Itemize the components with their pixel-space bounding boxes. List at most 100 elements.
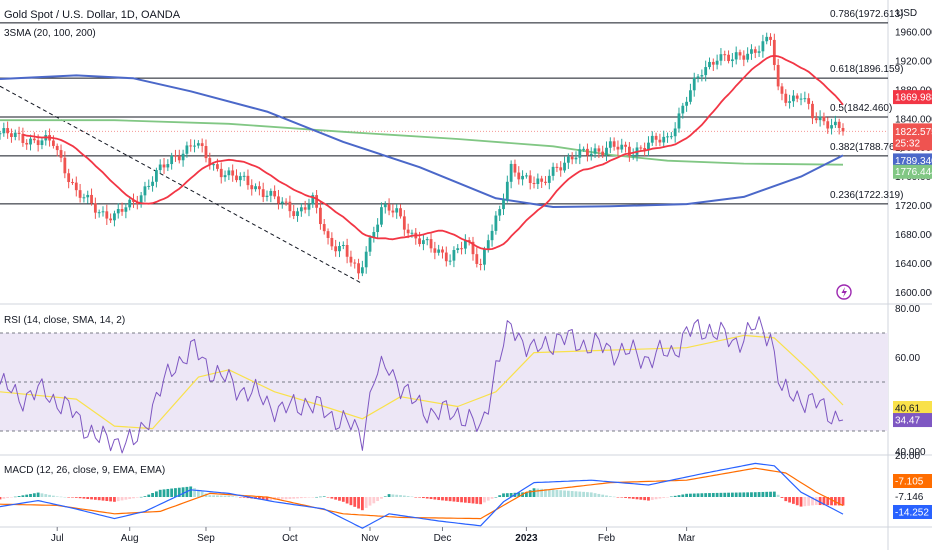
- trendline[interactable]: [0, 85, 363, 285]
- candle: [605, 147, 608, 156]
- macd-histogram-bar: [360, 497, 364, 511]
- macd-histogram-bar: [334, 497, 338, 500]
- macd-histogram-bar: [357, 497, 360, 509]
- macd-histogram-bar: [460, 497, 463, 503]
- candle: [86, 194, 90, 198]
- candle: [757, 51, 761, 53]
- candle: [437, 249, 441, 253]
- macd-histogram-bar: [193, 488, 196, 497]
- macd-histogram-bar: [48, 494, 51, 497]
- candle: [273, 190, 277, 197]
- macd-tick-label: 40.000: [895, 447, 926, 458]
- macd-histogram-bar: [238, 497, 242, 498]
- candle: [433, 248, 437, 253]
- candle: [0, 133, 2, 135]
- candle: [460, 248, 463, 250]
- macd-histogram-bar: [830, 497, 833, 506]
- sma200-value-tag-text: 1776.444: [895, 167, 932, 178]
- macd-histogram-bar: [681, 494, 685, 497]
- candle: [36, 140, 40, 146]
- candle: [792, 95, 795, 102]
- sma100-value-tag: [893, 153, 932, 168]
- macd-histogram-bar: [170, 488, 174, 497]
- macd-histogram-bar: [10, 497, 13, 498]
- macd-histogram-bar: [483, 497, 486, 503]
- candle: [681, 105, 685, 114]
- macd-histogram-bar: [616, 497, 620, 498]
- candle: [29, 138, 32, 145]
- candle: [769, 36, 772, 40]
- candle: [666, 136, 669, 138]
- candle: [677, 113, 681, 129]
- candle: [448, 260, 452, 262]
- candle: [425, 239, 429, 241]
- macd-histogram-bar: [669, 496, 673, 498]
- macd-pane: [0, 462, 845, 529]
- macd-histogram-bar: [124, 497, 128, 500]
- price-axis[interactable]: 1600.0001640.0001680.0001720.0001760.000…: [893, 28, 932, 519]
- time-tick-label: Mar: [678, 533, 696, 544]
- candle: [257, 186, 261, 190]
- macd-histogram-bar: [799, 497, 803, 507]
- candle: [673, 128, 677, 137]
- macd-histogram-bar: [372, 497, 376, 504]
- rsi-tick-label: 60.00: [895, 353, 920, 364]
- macd-histogram-bar: [135, 497, 139, 498]
- macd-histogram-bar: [55, 496, 59, 497]
- candle: [10, 133, 13, 137]
- macd-histogram-bar: [395, 494, 399, 497]
- candle: [692, 77, 696, 91]
- macd-histogram-bar: [353, 497, 357, 507]
- time-tick-label: Dec: [434, 533, 452, 544]
- candle: [563, 162, 566, 171]
- macd-histogram-bar: [338, 497, 341, 501]
- candle: [570, 156, 574, 160]
- macd-value-tag-text: -14.252: [895, 508, 929, 519]
- macd-histogram-bar: [700, 493, 704, 497]
- macd-histogram-bar: [811, 497, 814, 506]
- candle: [601, 151, 605, 156]
- candle: [719, 54, 723, 61]
- candle: [212, 164, 216, 166]
- macd-signal-value-text: -7.146: [895, 492, 924, 503]
- macd-histogram-bar: [227, 495, 231, 497]
- macd-histogram-bar: [189, 486, 193, 497]
- candle: [292, 211, 296, 217]
- candle: [63, 157, 67, 174]
- candle: [410, 232, 414, 234]
- macd-histogram-bar: [288, 497, 292, 499]
- macd-histogram-bar: [566, 490, 570, 497]
- macd-histogram-bar: [536, 488, 540, 497]
- candle: [746, 53, 750, 60]
- candle: [566, 156, 570, 163]
- candle: [315, 195, 319, 208]
- macd-histogram-bar: [551, 489, 555, 497]
- macd-histogram-bar: [704, 493, 708, 497]
- macd-histogram-bar: [612, 496, 616, 498]
- candle: [624, 144, 627, 147]
- macd-histogram-bar: [17, 496, 21, 497]
- candle: [662, 136, 666, 143]
- macd-histogram-bar: [212, 495, 216, 497]
- alert-icon[interactable]: [836, 284, 852, 300]
- candle: [772, 39, 776, 65]
- macd-histogram-bar: [166, 488, 170, 497]
- candle: [422, 240, 425, 245]
- candle: [776, 64, 780, 87]
- candle: [799, 98, 803, 100]
- candle: [116, 209, 120, 214]
- macd-histogram-bar: [292, 497, 296, 499]
- candle: [532, 183, 536, 185]
- macd-histogram-bar: [425, 497, 429, 499]
- candle: [444, 252, 448, 262]
- macd-histogram-bar: [330, 497, 334, 499]
- candle: [345, 245, 349, 257]
- macd-histogram-bar: [139, 496, 143, 498]
- candle: [486, 240, 490, 250]
- last-price-text: 1822.575: [895, 127, 932, 138]
- macd-histogram-bar: [620, 497, 624, 498]
- rsi-value-tag: [893, 413, 932, 428]
- candle: [483, 249, 486, 265]
